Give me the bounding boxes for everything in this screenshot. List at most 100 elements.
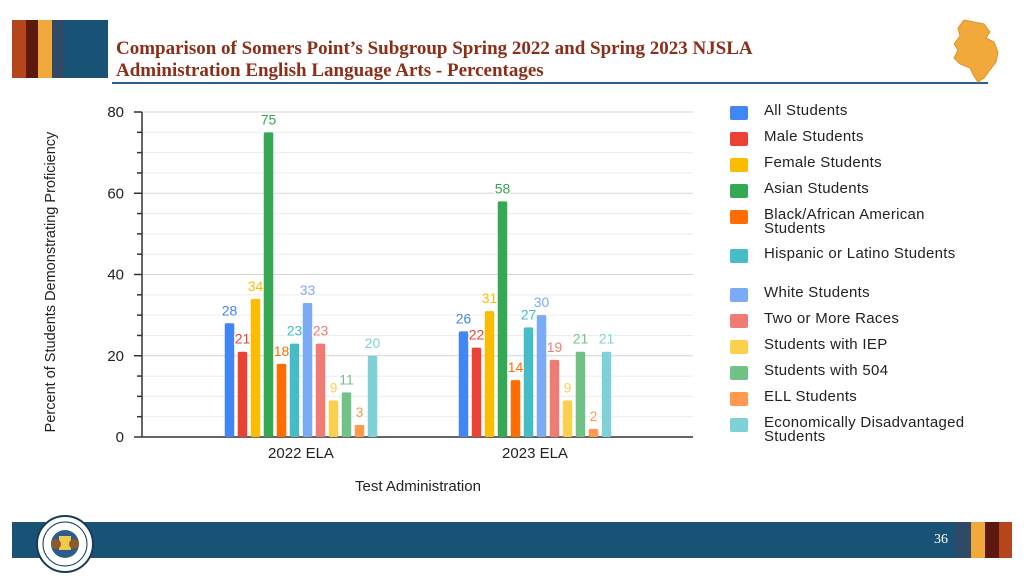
bar xyxy=(237,351,248,437)
x-tick-label: 2022 ELA xyxy=(268,445,334,462)
legend-label: Students with 504 xyxy=(764,362,889,379)
data-label: 30 xyxy=(534,294,550,310)
accent-stripe xyxy=(26,20,38,78)
legend-swatch xyxy=(730,249,748,263)
slide-title-line-1: Comparison of Somers Point’s Subgroup Sp… xyxy=(116,38,753,59)
legend-swatch xyxy=(730,392,748,406)
bar xyxy=(315,343,326,437)
data-label: 33 xyxy=(300,282,316,298)
footer-stripe xyxy=(985,522,999,558)
legend-item: All Students xyxy=(730,103,979,120)
y-tick-label: 60 xyxy=(107,185,124,202)
y-tick-label: 80 xyxy=(107,104,124,121)
bar xyxy=(263,132,274,437)
bar xyxy=(302,302,313,437)
data-label: 22 xyxy=(469,327,485,343)
data-label: 19 xyxy=(547,339,563,355)
legend-item: Students with IEP xyxy=(730,336,979,354)
bar xyxy=(367,355,378,437)
legend-swatch xyxy=(730,184,748,198)
accent-stripe xyxy=(12,20,26,78)
data-label: 27 xyxy=(521,306,537,322)
data-label: 26 xyxy=(456,310,472,326)
bar xyxy=(510,380,521,437)
nj-department-of-education-seal-icon xyxy=(36,515,94,573)
legend-item: White Students xyxy=(730,284,979,302)
footer-accent-stripes xyxy=(955,522,1012,558)
legend-item: Hispanic or Latino Students xyxy=(730,245,979,263)
bar xyxy=(601,351,612,437)
legend-item: Two or More Races xyxy=(730,310,979,328)
legend-item: ELL Students xyxy=(730,388,979,406)
data-label: 75 xyxy=(261,111,277,127)
bar xyxy=(549,359,560,437)
data-label: 14 xyxy=(508,359,524,375)
y-tick-label: 0 xyxy=(116,429,124,446)
data-label: 9 xyxy=(330,379,338,395)
data-label: 2 xyxy=(590,408,598,424)
accent-stripe xyxy=(38,20,52,78)
bar xyxy=(354,424,365,437)
legend-swatch xyxy=(730,314,748,328)
legend-label: Female Students xyxy=(764,154,882,171)
data-label: 21 xyxy=(235,331,251,347)
bar xyxy=(562,400,573,437)
bar xyxy=(471,347,482,437)
legend-item: Economically Disadvantaged Students xyxy=(730,414,979,445)
data-label: 21 xyxy=(599,331,615,347)
y-tick-label: 20 xyxy=(107,348,124,365)
data-label: 31 xyxy=(482,290,498,306)
legend-item: Female Students xyxy=(730,154,979,172)
page-number: 36 xyxy=(934,532,948,547)
bar xyxy=(328,400,339,437)
bar xyxy=(588,428,599,437)
footer-bar xyxy=(12,522,1012,558)
accent-stripe xyxy=(64,20,108,78)
footer-stripe xyxy=(955,522,971,558)
bar xyxy=(276,363,287,437)
bar xyxy=(341,392,352,437)
title-divider xyxy=(112,82,988,84)
legend-label: Students with IEP xyxy=(764,336,888,353)
slide-title: Comparison of Somers Point’s Subgroup Sp… xyxy=(116,38,946,82)
data-label: 28 xyxy=(222,302,238,318)
legend-label: Two or More Races xyxy=(764,310,900,327)
slide-title-line-2: Administration English Language Arts - P… xyxy=(116,60,544,81)
data-label: 9 xyxy=(564,379,572,395)
legend-item: Black/African American Students xyxy=(730,206,979,237)
data-label: 58 xyxy=(495,180,511,196)
legend-label: White Students xyxy=(764,284,870,301)
bar xyxy=(575,351,586,437)
data-label: 3 xyxy=(356,404,364,420)
legend-item: Male Students xyxy=(730,128,979,146)
legend-label: Male Students xyxy=(764,128,864,145)
legend-label: ELL Students xyxy=(764,388,858,405)
legend-label: Hispanic or Latino Students xyxy=(764,245,956,262)
legend-swatch xyxy=(730,158,748,172)
legend-label: Black/African American Students xyxy=(764,206,925,237)
x-axis-label: Test Administration xyxy=(355,478,481,495)
footer-stripe xyxy=(971,522,985,558)
legend-swatch xyxy=(730,132,748,146)
y-axis-label: Percent of Students Demonstrating Profic… xyxy=(43,131,59,432)
x-tick-label: 2023 ELA xyxy=(502,445,568,462)
bar xyxy=(224,323,235,437)
legend-swatch xyxy=(730,210,748,224)
data-label: 11 xyxy=(339,371,354,387)
legend-label: Economically Disadvantaged Students xyxy=(764,414,965,445)
nj-state-map-icon xyxy=(953,19,999,83)
legend-label: Asian Students xyxy=(764,180,870,197)
data-label: 23 xyxy=(287,323,303,339)
bar xyxy=(536,315,547,437)
header-accent-stripes xyxy=(12,20,108,78)
data-label: 23 xyxy=(313,323,329,339)
bar xyxy=(497,201,508,437)
data-label: 34 xyxy=(248,278,264,294)
footer-stripe xyxy=(999,522,1012,558)
bar xyxy=(289,343,300,437)
legend-swatch xyxy=(730,106,748,120)
y-tick-label: 40 xyxy=(107,267,124,284)
data-label: 18 xyxy=(274,343,290,359)
legend-item: Asian Students xyxy=(730,180,979,198)
